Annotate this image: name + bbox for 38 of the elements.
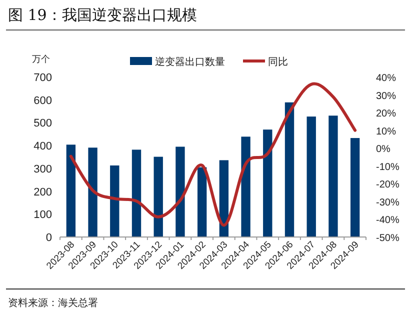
bar bbox=[110, 165, 120, 237]
y-tick-label: 200 bbox=[34, 186, 52, 198]
bar bbox=[197, 167, 207, 237]
y2-tick-label: -30% bbox=[376, 197, 400, 208]
chart-title: 图 19：我国逆变器出口规模 bbox=[8, 6, 197, 24]
y-tick-label: 0 bbox=[46, 232, 52, 244]
bar bbox=[66, 144, 76, 237]
y2-tick-label: -50% bbox=[376, 233, 400, 244]
y2-tick-label: 20% bbox=[376, 108, 396, 120]
line-series bbox=[69, 82, 357, 227]
bar bbox=[306, 116, 316, 237]
bar bbox=[263, 130, 272, 237]
bar bbox=[350, 138, 360, 237]
y-axis-title: 万个 bbox=[32, 54, 50, 65]
bar bbox=[219, 160, 229, 237]
y2-tick-label: 40% bbox=[376, 73, 396, 84]
bar bbox=[328, 116, 338, 237]
y2-tick-label: -10% bbox=[376, 162, 400, 173]
y2-tick-label: 0% bbox=[376, 144, 391, 156]
y2-tick-label: -40% bbox=[376, 215, 400, 226]
y-tick-label: 300 bbox=[34, 163, 52, 176]
legend-label: 同比 bbox=[268, 56, 288, 68]
y-tick-label: 100 bbox=[34, 209, 52, 222]
y-tick-label: 700 bbox=[34, 72, 52, 84]
y2-tick-label: 30% bbox=[376, 90, 396, 102]
y-tick-label: 600 bbox=[34, 94, 52, 107]
bar bbox=[154, 156, 163, 237]
text: 资料来源：海关总署 bbox=[8, 297, 98, 309]
bar bbox=[132, 150, 142, 237]
y-tick-label: 500 bbox=[34, 118, 52, 130]
y2-tick-label: 10% bbox=[376, 126, 396, 138]
y-tick-label: 400 bbox=[34, 140, 52, 153]
bar bbox=[88, 148, 98, 237]
bar bbox=[176, 146, 185, 237]
bar bbox=[241, 136, 250, 237]
y2-tick-label: -20% bbox=[376, 180, 400, 191]
legend-label: 逆变器出口数量 bbox=[155, 56, 225, 68]
bar bbox=[284, 102, 294, 237]
